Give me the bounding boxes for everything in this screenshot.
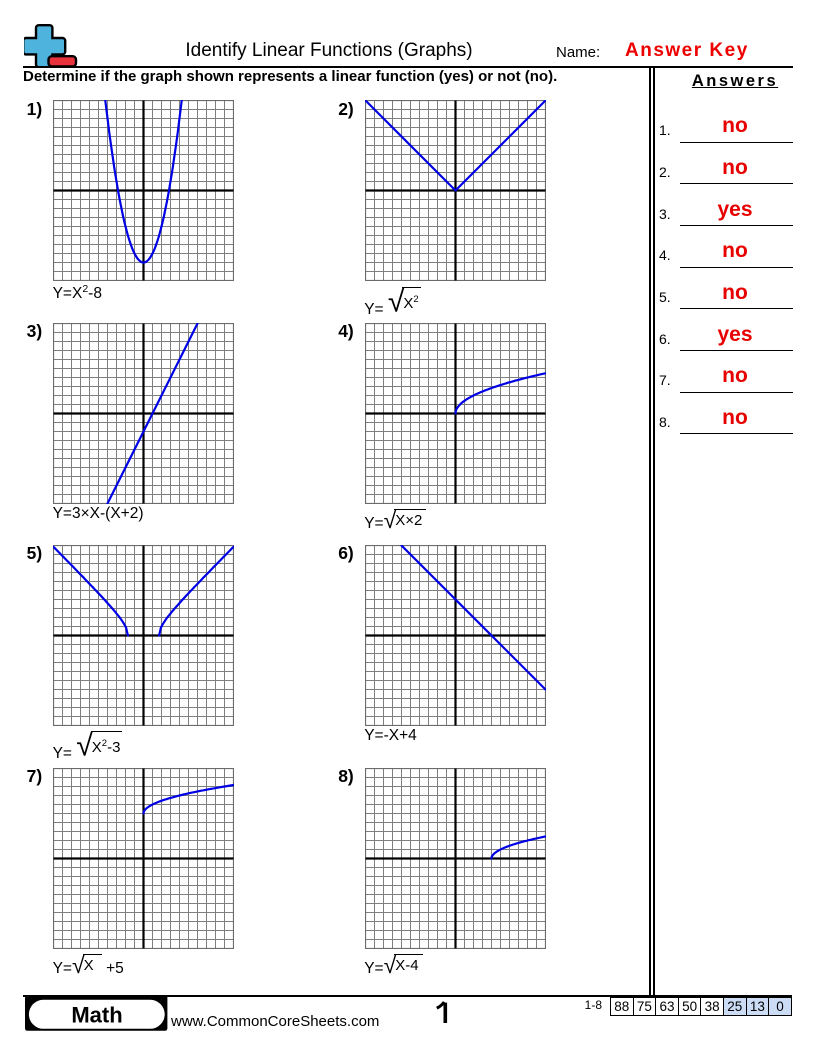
svg-text:Math: Math xyxy=(71,1002,122,1027)
